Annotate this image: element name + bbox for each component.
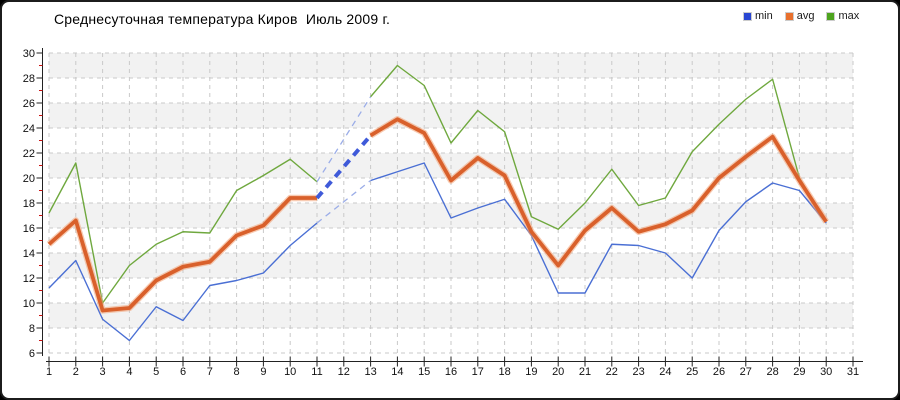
svg-text:30: 30 bbox=[23, 48, 35, 60]
svg-text:18: 18 bbox=[23, 198, 35, 210]
svg-text:23: 23 bbox=[632, 366, 644, 378]
svg-text:28: 28 bbox=[766, 366, 778, 378]
svg-text:8: 8 bbox=[29, 323, 35, 335]
legend-label-min: min bbox=[755, 10, 773, 22]
chart-title: Среднесуточная температура Киров Июль 20… bbox=[54, 11, 391, 27]
svg-text:28: 28 bbox=[23, 73, 35, 85]
legend: min avg max bbox=[743, 10, 860, 22]
svg-text:16: 16 bbox=[23, 223, 35, 235]
legend-swatch-max-icon bbox=[826, 11, 836, 21]
svg-text:10: 10 bbox=[23, 298, 35, 310]
x-axis: 1 2 3 4 5 6 7 8 9 10 11 12 13 14 15 16 17 18 19 20 21 22 23 24 2… bbox=[46, 356, 863, 378]
svg-text:21: 21 bbox=[579, 366, 591, 378]
legend-item-max: max bbox=[826, 10, 860, 22]
svg-text:26: 26 bbox=[23, 98, 35, 110]
svg-text:12: 12 bbox=[23, 273, 35, 285]
svg-text:19: 19 bbox=[525, 366, 537, 378]
legend-swatch-min-icon bbox=[743, 11, 752, 21]
svg-text:5: 5 bbox=[153, 366, 159, 378]
svg-text:10: 10 bbox=[284, 366, 296, 378]
svg-text:14: 14 bbox=[23, 248, 35, 260]
svg-text:26: 26 bbox=[713, 366, 725, 378]
svg-text:3: 3 bbox=[100, 366, 106, 378]
series-line-min bbox=[48, 162, 827, 342]
svg-text:6: 6 bbox=[180, 366, 186, 378]
svg-text:22: 22 bbox=[23, 148, 35, 160]
svg-text:4: 4 bbox=[126, 366, 132, 378]
series-gap-min bbox=[316, 179, 372, 224]
svg-text:7: 7 bbox=[207, 366, 213, 378]
svg-text:17: 17 bbox=[472, 366, 484, 378]
svg-text:12: 12 bbox=[338, 366, 350, 378]
svg-text:11: 11 bbox=[311, 366, 322, 378]
series-line-avg bbox=[46, 116, 829, 314]
svg-text:24: 24 bbox=[659, 366, 671, 378]
svg-text:22: 22 bbox=[606, 366, 618, 378]
legend-item-avg: avg bbox=[784, 10, 815, 22]
svg-text:25: 25 bbox=[686, 366, 698, 378]
series-gap-max bbox=[316, 96, 372, 183]
svg-text:6: 6 bbox=[29, 348, 35, 360]
svg-text:30: 30 bbox=[820, 366, 832, 378]
legend-item-min: min bbox=[743, 10, 773, 22]
svg-text:13: 13 bbox=[364, 366, 376, 378]
y-axis: 6 8 10 12 14 16 18 20 22 24 26 28 30 bbox=[23, 48, 43, 360]
svg-text:9: 9 bbox=[260, 366, 266, 378]
svg-text:18: 18 bbox=[498, 366, 510, 378]
legend-label-avg: avg bbox=[796, 10, 815, 22]
svg-text:8: 8 bbox=[234, 366, 240, 378]
svg-text:27: 27 bbox=[740, 366, 752, 378]
svg-text:29: 29 bbox=[793, 366, 805, 378]
svg-text:16: 16 bbox=[445, 366, 457, 378]
svg-text:1: 1 bbox=[46, 366, 52, 378]
svg-text:20: 20 bbox=[552, 366, 564, 378]
svg-text:2: 2 bbox=[73, 366, 79, 378]
svg-text:31: 31 bbox=[847, 366, 859, 378]
svg-text:14: 14 bbox=[391, 366, 403, 378]
legend-swatch-avg-icon bbox=[784, 11, 794, 21]
series-line-max bbox=[48, 64, 827, 304]
svg-text:15: 15 bbox=[418, 366, 430, 378]
svg-text:24: 24 bbox=[23, 123, 35, 135]
legend-label-max: max bbox=[838, 10, 860, 22]
svg-text:20: 20 bbox=[23, 173, 35, 185]
